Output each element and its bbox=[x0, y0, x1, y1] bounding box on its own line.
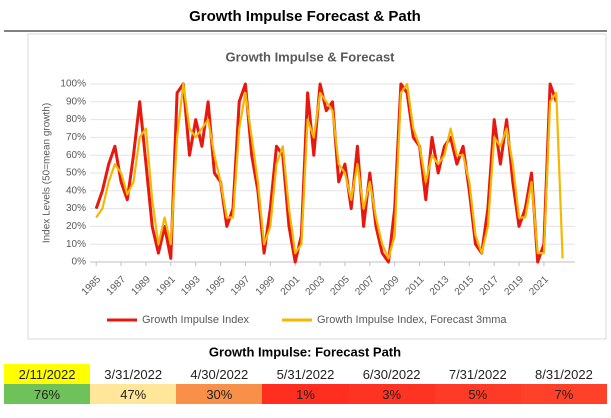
legend-label: Growth Impulse Index bbox=[142, 314, 249, 326]
y-tick-label: 60% bbox=[66, 150, 86, 161]
y-tick-label: 0% bbox=[72, 257, 87, 268]
y-tick-label: 30% bbox=[66, 203, 86, 214]
x-tick-label: 1999 bbox=[254, 274, 278, 298]
x-tick-label: 1989 bbox=[129, 274, 153, 298]
x-tick-label: 2015 bbox=[453, 274, 477, 298]
date-cell: 3/31/2022 bbox=[90, 364, 177, 384]
value-cell: 3% bbox=[348, 384, 435, 404]
y-tick-label: 10% bbox=[66, 239, 86, 250]
date-cell: 7/31/2022 bbox=[434, 364, 521, 384]
y-tick-label: 100% bbox=[60, 79, 86, 90]
date-cell: 4/30/2022 bbox=[176, 364, 263, 384]
value-cell: 30% bbox=[176, 384, 263, 404]
series-line bbox=[95, 82, 564, 260]
date-cell: 5/31/2022 bbox=[262, 364, 349, 384]
x-tick-label: 1991 bbox=[154, 274, 178, 298]
x-tick-label: 2021 bbox=[527, 274, 551, 298]
table-title: Growth Impulse: Forecast Path bbox=[209, 344, 401, 359]
value-cell: 7% bbox=[520, 384, 607, 404]
date-cell: 6/30/2022 bbox=[348, 364, 435, 384]
date-cell: 2/11/2022 bbox=[4, 364, 91, 384]
y-tick-label: 40% bbox=[66, 185, 86, 196]
legend-label: Growth Impulse Index, Forecast 3mma bbox=[317, 314, 507, 326]
x-tick-label: 2011 bbox=[404, 274, 427, 297]
y-tick-label: 90% bbox=[66, 96, 86, 107]
value-cell: 76% bbox=[4, 384, 91, 404]
x-tick-label: 2009 bbox=[378, 274, 402, 298]
x-tick-label: 1987 bbox=[105, 274, 129, 298]
value-cell: 47% bbox=[90, 384, 177, 404]
x-tick-label: 1997 bbox=[229, 274, 253, 298]
x-tick-label: 2001 bbox=[279, 274, 303, 298]
value-cell: 1% bbox=[262, 384, 349, 404]
y-tick-label: 80% bbox=[66, 114, 86, 125]
y-axis-label: Index Levels (50=mean growth) bbox=[42, 103, 53, 243]
forecast-table: 2/11/2022 3/31/2022 4/30/2022 5/31/2022 6/30… bbox=[4, 364, 607, 404]
x-tick-label: 1993 bbox=[179, 274, 203, 298]
x-tick-label: 2017 bbox=[478, 274, 502, 298]
x-tick-label: 1985 bbox=[80, 274, 104, 298]
x-tick-label: 1995 bbox=[204, 274, 228, 298]
x-tick-label: 2003 bbox=[304, 274, 328, 298]
chart-title: Growth Impulse & Forecast bbox=[225, 49, 395, 64]
chart-frame bbox=[27, 33, 607, 340]
value-cell: 5% bbox=[434, 384, 521, 404]
y-tick-label: 20% bbox=[66, 221, 86, 232]
date-cell: 8/31/2022 bbox=[520, 364, 607, 384]
y-tick-label: 70% bbox=[66, 132, 86, 143]
x-tick-label: 2013 bbox=[428, 274, 452, 298]
x-tick-label: 2019 bbox=[503, 274, 527, 298]
x-tick-label: 2007 bbox=[353, 274, 377, 298]
y-tick-label: 50% bbox=[66, 168, 86, 179]
x-tick-label: 2005 bbox=[328, 274, 352, 298]
page-title: Growth Impulse Forecast & Path bbox=[189, 8, 421, 25]
